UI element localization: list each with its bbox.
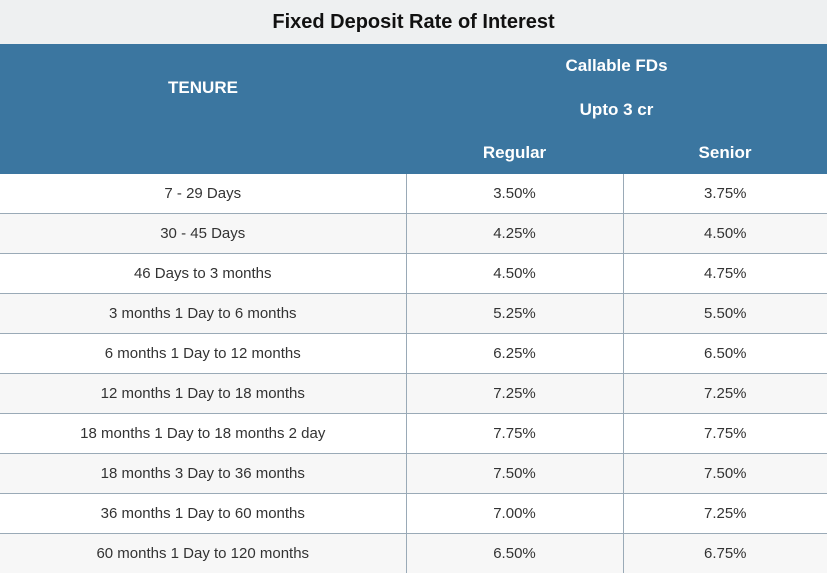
senior-rate-cell: 6.75% <box>623 533 827 573</box>
tenure-cell: 30 - 45 Days <box>0 213 407 254</box>
tenure-cell: 60 months 1 Day to 120 months <box>0 533 407 573</box>
regular-rate-cell: 6.25% <box>406 333 624 374</box>
senior-rate-cell: 7.50% <box>623 453 827 494</box>
table-row: 3 months 1 Day to 6 months 5.25% 5.50% <box>0 293 827 334</box>
senior-rate-cell: 7.75% <box>623 413 827 454</box>
table-row: 30 - 45 Days 4.25% 4.50% <box>0 213 827 254</box>
table-row: 18 months 3 Day to 36 months 7.50% 7.50% <box>0 453 827 494</box>
callable-fds-header: Callable FDs <box>406 44 827 88</box>
table-row: 46 Days to 3 months 4.50% 4.75% <box>0 253 827 294</box>
interest-rate-table: TENURE Callable FDs Upto 3 cr Regular Se… <box>0 44 827 573</box>
table-row: 60 months 1 Day to 120 months 6.50% 6.75% <box>0 533 827 573</box>
tenure-header: TENURE <box>0 44 406 131</box>
regular-rate-cell: 5.25% <box>406 293 624 334</box>
senior-header: Senior <box>623 131 827 174</box>
table-row: 36 months 1 Day to 60 months 7.00% 7.25% <box>0 493 827 534</box>
tenure-cell: 3 months 1 Day to 6 months <box>0 293 407 334</box>
tenure-cell: 6 months 1 Day to 12 months <box>0 333 407 374</box>
senior-rate-cell: 5.50% <box>623 293 827 334</box>
tenure-cell: 12 months 1 Day to 18 months <box>0 373 407 414</box>
senior-rate-cell: 4.50% <box>623 213 827 254</box>
table-row: 12 months 1 Day to 18 months 7.25% 7.25% <box>0 373 827 414</box>
table-row: 7 - 29 Days 3.50% 3.75% <box>0 174 827 214</box>
senior-rate-cell: 4.75% <box>623 253 827 294</box>
page-title: Fixed Deposit Rate of Interest <box>272 10 555 33</box>
regular-rate-cell: 7.50% <box>406 453 624 494</box>
regular-rate-cell: 3.50% <box>406 174 624 214</box>
table-header: TENURE Callable FDs Upto 3 cr Regular Se… <box>0 44 827 174</box>
tenure-cell: 18 months 1 Day to 18 months 2 day <box>0 413 407 454</box>
senior-rate-cell: 6.50% <box>623 333 827 374</box>
regular-rate-cell: 7.00% <box>406 493 624 534</box>
senior-rate-cell: 3.75% <box>623 174 827 214</box>
tenure-cell: 36 months 1 Day to 60 months <box>0 493 407 534</box>
tenure-header-spacer <box>0 131 406 174</box>
tenure-cell: 7 - 29 Days <box>0 174 407 214</box>
table-body: 7 - 29 Days 3.50% 3.75% 30 - 45 Days 4.25% 4.… <box>0 174 827 573</box>
tenure-cell: 18 months 3 Day to 36 months <box>0 453 407 494</box>
senior-rate-cell: 7.25% <box>623 493 827 534</box>
regular-rate-cell: 6.50% <box>406 533 624 573</box>
regular-rate-cell: 4.25% <box>406 213 624 254</box>
table-row: 6 months 1 Day to 12 months 6.25% 6.50% <box>0 333 827 374</box>
table-row: 18 months 1 Day to 18 months 2 day 7.75% 7… <box>0 413 827 454</box>
upto-3cr-header: Upto 3 cr <box>406 88 827 131</box>
title-bar: Fixed Deposit Rate of Interest <box>0 0 827 44</box>
regular-rate-cell: 7.25% <box>406 373 624 414</box>
regular-header: Regular <box>406 131 623 174</box>
senior-rate-cell: 7.25% <box>623 373 827 414</box>
regular-rate-cell: 7.75% <box>406 413 624 454</box>
regular-rate-cell: 4.50% <box>406 253 624 294</box>
tenure-cell: 46 Days to 3 months <box>0 253 407 294</box>
